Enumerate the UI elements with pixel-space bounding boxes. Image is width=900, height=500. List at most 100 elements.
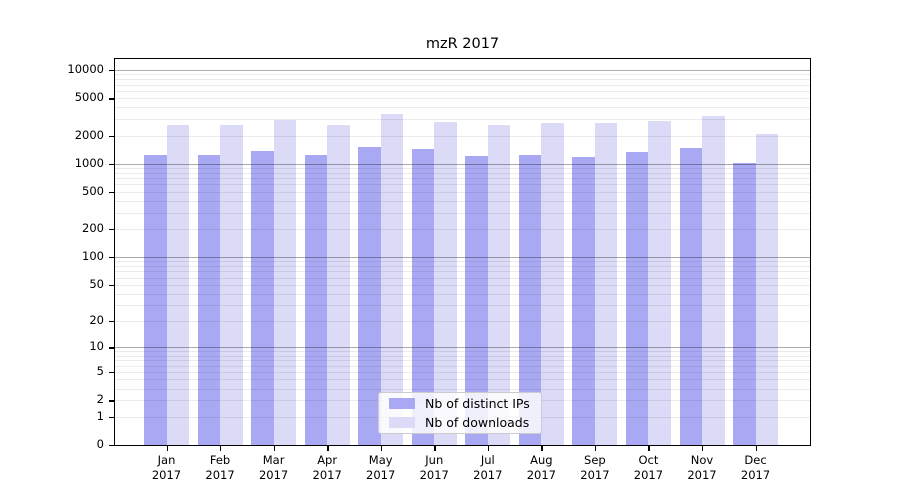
bar-distinct-ips — [304, 155, 328, 445]
gridline — [115, 229, 810, 231]
gridline — [115, 135, 810, 137]
bar-distinct-ips — [518, 154, 542, 445]
y-axis-tick-label: 2000 — [74, 127, 104, 142]
x-axis-tick — [220, 446, 222, 451]
x-axis-tick — [755, 446, 757, 451]
gridline — [115, 119, 810, 120]
x-axis-tick-label: Jan 2017 — [151, 453, 182, 482]
bar-distinct-ips — [251, 151, 274, 445]
legend-label-downloads: Nb of downloads — [425, 415, 530, 430]
y-axis-tick-label: 10 — [89, 339, 104, 354]
gridline — [115, 200, 810, 202]
bar-distinct-ips — [465, 155, 488, 445]
gridline — [115, 351, 810, 353]
gridline — [115, 84, 810, 86]
legend: Nb of distinct IPs Nb of downloads — [378, 392, 542, 434]
gridline — [115, 98, 810, 100]
x-axis-tick — [541, 446, 543, 451]
y-axis-tick — [109, 135, 114, 137]
x-axis-tick — [648, 446, 650, 451]
gridline — [115, 284, 810, 286]
bar-downloads — [594, 122, 618, 445]
x-axis-tick — [273, 446, 275, 451]
y-axis-tick — [109, 257, 114, 259]
gridline — [115, 365, 810, 367]
x-axis-tick — [380, 446, 383, 451]
x-axis-tick-label: Nov 2017 — [687, 453, 717, 482]
gridline — [115, 293, 810, 295]
bar-distinct-ips — [679, 147, 702, 445]
bar-downloads — [541, 123, 564, 445]
gridline — [115, 379, 810, 381]
bar-downloads — [755, 133, 779, 445]
y-axis-tick-label: 200 — [82, 221, 104, 236]
bar-distinct-ips — [358, 147, 381, 445]
gridline — [115, 107, 810, 109]
y-axis-tick — [109, 321, 114, 323]
x-axis-tick-label: Jun 2017 — [419, 453, 449, 482]
y-axis-tick-label: 50 — [89, 276, 104, 291]
gridline — [115, 167, 810, 169]
bar-distinct-ips — [572, 157, 595, 445]
gridline — [115, 266, 810, 268]
x-axis-tick-label: May 2017 — [366, 453, 396, 482]
x-axis-tick-label: Dec 2017 — [740, 453, 771, 482]
x-axis-tick — [434, 446, 436, 451]
y-axis-tick-label: 5 — [96, 364, 104, 379]
y-axis-tick — [109, 69, 114, 72]
bar-downloads — [220, 124, 243, 445]
y-axis-tick-label: 5000 — [74, 90, 104, 105]
gridline — [115, 271, 810, 273]
gridline — [115, 191, 810, 193]
gridline — [115, 184, 810, 186]
gridline — [115, 178, 810, 180]
legend-swatch-distinct-ips — [389, 398, 415, 409]
x-axis-tick-label: Sep 2017 — [580, 453, 610, 482]
x-axis-tick — [594, 446, 597, 451]
y-axis-tick — [109, 400, 114, 402]
chart-title: mzR 2017 — [425, 36, 500, 52]
y-axis-tick — [109, 191, 114, 194]
x-axis-tick-label: Jul 2017 — [473, 453, 503, 482]
gridline — [115, 355, 810, 357]
x-axis-tick-label: Mar 2017 — [258, 453, 289, 482]
bar-downloads — [702, 116, 725, 445]
bar-downloads — [487, 124, 511, 445]
bar-downloads — [273, 119, 297, 445]
x-axis-tick — [327, 446, 329, 451]
gridline — [115, 212, 810, 214]
y-axis-tick — [109, 229, 114, 231]
x-axis-tick-label: Feb 2017 — [205, 453, 235, 482]
bar-distinct-ips — [625, 152, 649, 445]
y-axis-tick-label: 1 — [96, 408, 104, 423]
bar-distinct-ips — [144, 154, 167, 445]
y-axis-tick — [109, 98, 114, 100]
bar-downloads — [327, 125, 350, 445]
x-axis-tick — [487, 446, 490, 451]
legend-label-distinct-ips: Nb of distinct IPs — [425, 396, 530, 411]
bar-downloads — [434, 121, 457, 445]
bar-distinct-ips — [197, 154, 221, 445]
gridline — [115, 321, 810, 323]
gridline — [115, 74, 810, 76]
y-axis-tick-label: 20 — [89, 313, 104, 328]
gridline — [115, 360, 810, 362]
y-axis-tick-label: 1000 — [74, 155, 104, 170]
y-axis-tick-label: 500 — [82, 183, 104, 198]
legend-swatch-downloads — [389, 417, 415, 428]
gridline — [115, 90, 810, 92]
y-axis-tick-label: 10000 — [67, 61, 104, 76]
bar-downloads — [380, 113, 404, 445]
y-axis-tick-label: 2 — [96, 392, 104, 407]
gridline — [115, 257, 810, 259]
legend-item-distinct-ips: Nb of distinct IPs — [389, 396, 541, 411]
gridline — [115, 79, 810, 81]
y-axis-tick — [109, 347, 114, 349]
x-axis-tick-label: Oct 2017 — [633, 453, 664, 482]
y-axis-tick — [109, 163, 114, 166]
bar-distinct-ips — [733, 163, 756, 445]
y-axis-tick-label: 100 — [82, 249, 104, 264]
gridline — [115, 69, 810, 71]
